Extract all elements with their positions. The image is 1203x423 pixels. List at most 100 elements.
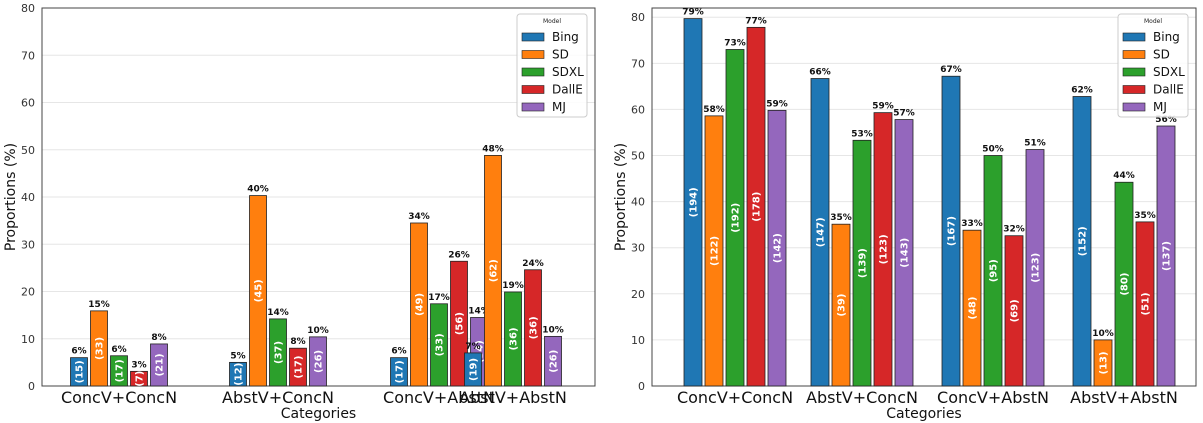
bar-percent-label: 8% [290,337,305,347]
y-tick-label: 30 [631,242,645,255]
bar-sd [410,222,428,387]
bar-count-label: (123) [879,234,890,264]
bar-percent-label: 10% [1092,329,1114,339]
y-tick-label: 80 [631,11,645,24]
bar-sd [90,310,108,387]
y-tick-label: 20 [631,288,645,301]
bar-count-label: (45) [254,279,265,302]
bar-percent-label: 5% [230,351,245,361]
bar-percent-label: 57% [893,109,915,119]
x-tick-label: ConcV+AbstN [937,388,1049,407]
legend-swatch-sdxl [1122,67,1146,77]
bar-sdxl [983,155,1003,387]
bar-count-label: (15) [75,360,86,383]
x-axis-label: Categories [281,406,356,422]
bar-percent-label: 48% [482,144,504,154]
bar-sdxl [1114,181,1134,387]
y-tick-label: 0 [638,380,645,393]
legend: Model Bing SD SDXL DallE MJ [1117,13,1189,118]
legend-label-sdxl: SDXL [1153,65,1185,79]
bar-bing [683,18,703,387]
bar-dalle [873,112,893,387]
bar-percent-label: 32% [1003,225,1025,235]
plot-frame [651,7,1197,387]
bar-count-label: (19) [469,358,480,381]
bar-mj [767,109,787,387]
bar-count-label: (17) [395,360,406,383]
legend-label-dalle: DallE [552,83,583,97]
bar-count-label: (36) [529,316,540,339]
bar-bing [810,78,830,387]
bar-percent-label: 50% [982,145,1004,155]
bar-sdxl [110,355,128,387]
bar-count-label: (34) [475,340,486,363]
bar-percent-label: 14% [468,306,490,316]
bar-percent-label: 6% [111,345,126,355]
bar-count-label: (142) [773,233,784,263]
bar-percent-label: 59% [872,102,894,112]
bar-count-label: (143) [900,238,911,268]
bar-count-label: (95) [989,259,1000,282]
bar-sdxl [725,49,745,387]
bar-percent-label: 66% [809,68,831,78]
bar-count-label: (122) [710,236,721,266]
y-tick-label: 10 [631,334,645,347]
y-tick-label: 20 [21,286,35,299]
bar-count-label: (80) [1120,273,1131,296]
bar-percent-label: 3% [131,360,146,370]
bar-count-label: (178) [752,192,763,222]
bar-count-label: (12) [234,363,245,386]
legend-swatch-bing [1122,32,1146,42]
bar-percent-label: 6% [71,347,86,357]
bar-count-label: (33) [435,333,446,356]
bar-mj [894,119,914,387]
bar-count-label: (26) [549,350,560,373]
y-tick-label: 70 [21,49,35,62]
x-tick-label: ConcV+ConcN [61,388,177,407]
bar-percent-label: 35% [1134,211,1156,221]
bar-percent-label: 24% [522,259,544,269]
bar-count-label: (123) [1031,253,1042,283]
bar-percent-label: 53% [851,129,873,139]
bar-percent-label: 10% [542,325,564,335]
x-tick-label: ConcV+ConcN [677,388,793,407]
bar-percent-label: 34% [408,212,430,222]
bar-percent-label: 79% [682,8,704,18]
bar-count-label: (48) [968,297,979,320]
bar-bing [229,361,247,387]
legend-label-sdxl: SDXL [552,65,584,79]
bar-mj [1025,149,1045,387]
legend-swatch-sd [521,50,545,59]
bar-sdxl [269,318,287,387]
bar-mj [309,336,327,387]
bar-percent-label: 56% [1155,115,1177,125]
bar-percent-label: 33% [961,219,983,229]
bar-percent-label: 19% [502,281,524,291]
legend-title: Model [1144,18,1162,25]
legend-label-sd: SD [552,48,569,62]
bar-sd [484,155,502,387]
bar-count-label: (152) [1078,226,1089,256]
bar-bing [941,75,961,387]
y-tick-label: 60 [21,97,35,110]
bar-dalle [450,260,468,387]
bar-count-label: (21) [155,353,166,376]
bar-sdxl [430,303,448,387]
bar-dalle [130,370,148,387]
y-tick-label: 80 [21,2,35,15]
bar-count-label: (167) [947,216,958,246]
legend-label-mj: MJ [1153,100,1167,114]
bar-percent-label: 6% [391,347,406,357]
bar-mj [1156,125,1176,387]
y-tick-label: 40 [631,196,645,209]
legend-swatch-sd [1122,50,1146,59]
chart-panel-2: 0 10 20 30 40 50 60 70 80 79% (194) 58% (122) 73% (192… [613,7,1197,422]
bar-sd [249,195,267,387]
legend-label-bing: Bing [1153,30,1180,44]
bar-sd [704,115,724,387]
bar-percent-label: 8% [151,333,166,343]
bar-count-label: (139) [858,248,869,278]
legend-label-mj: MJ [552,100,566,114]
legend-swatch-mj [1122,102,1146,112]
bar-percent-label: 40% [247,185,269,195]
